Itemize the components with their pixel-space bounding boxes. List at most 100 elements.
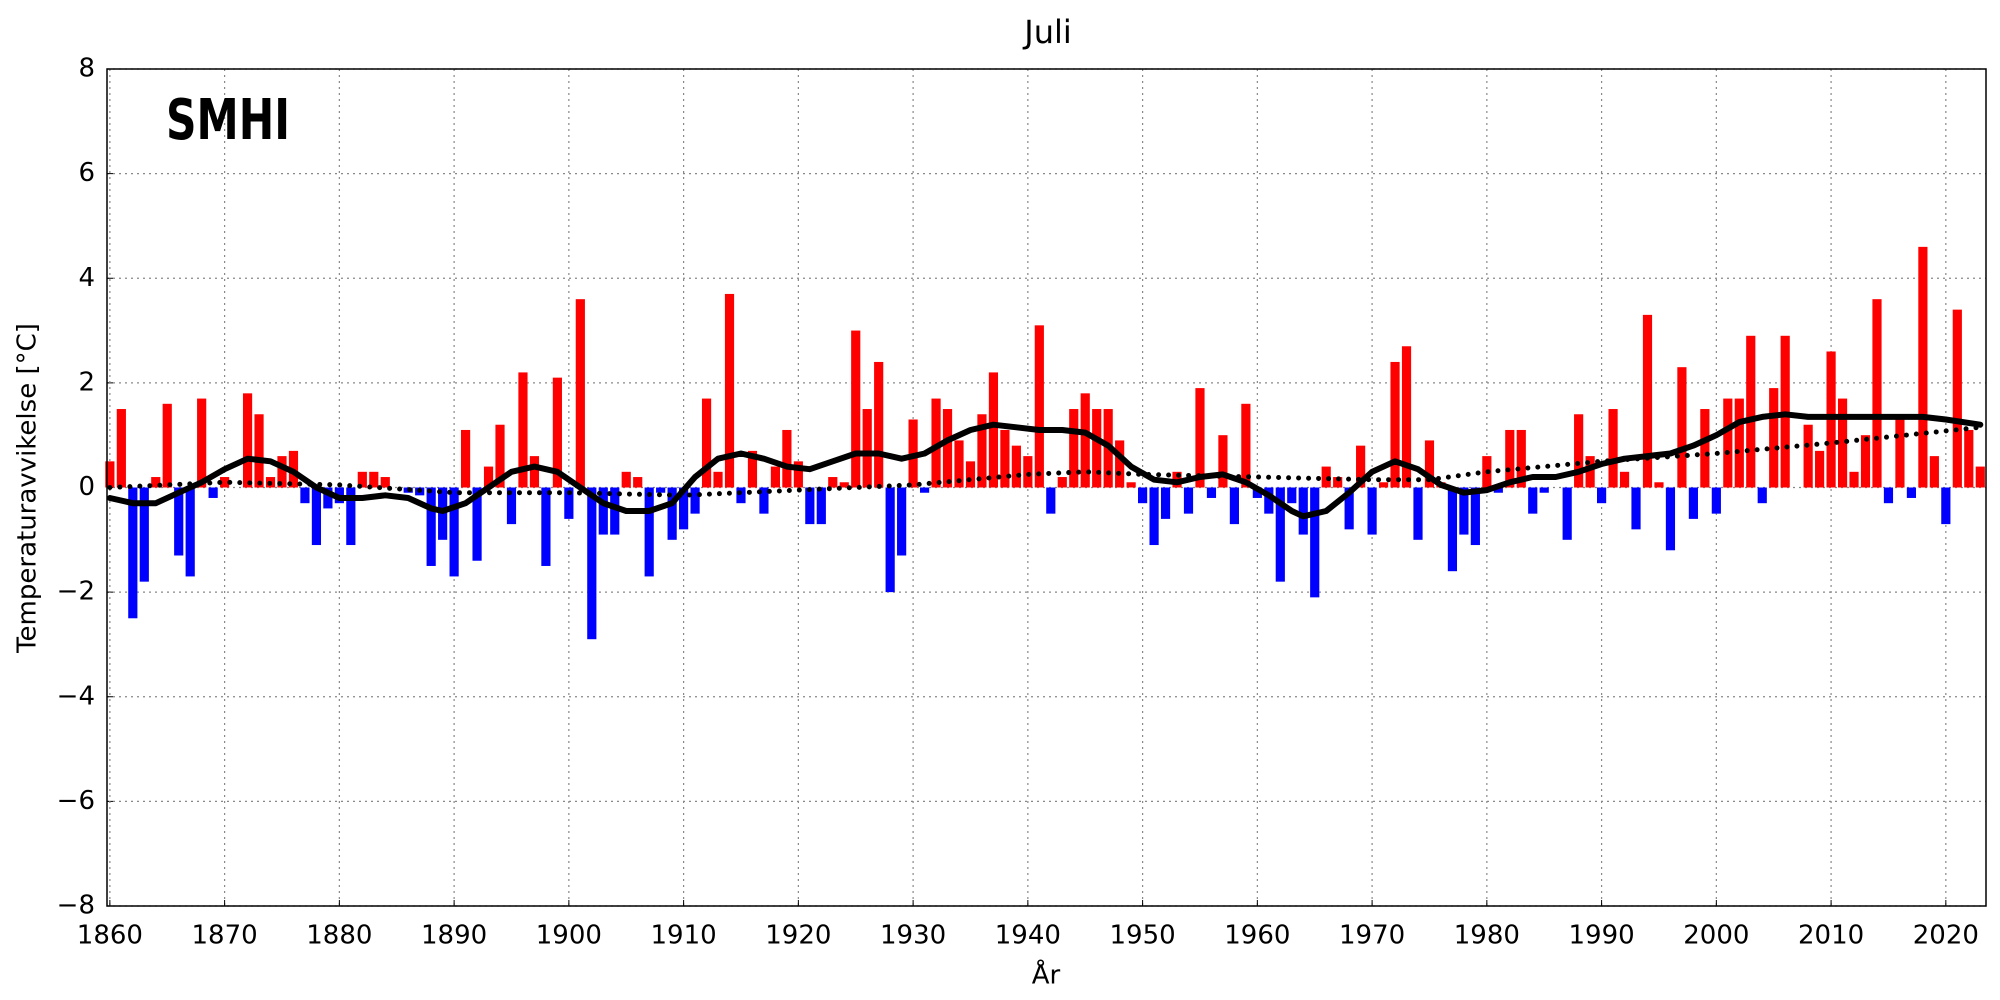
- bar: [1665, 487, 1676, 551]
- bar: [346, 487, 356, 546]
- bar: [679, 487, 689, 530]
- bar: [759, 487, 769, 514]
- y-tick-label: 6: [78, 158, 95, 188]
- bar: [1057, 477, 1067, 488]
- bar: [1115, 440, 1125, 488]
- bar: [988, 372, 999, 488]
- bar: [426, 487, 436, 566]
- bar: [552, 377, 562, 488]
- bar: [1367, 487, 1377, 535]
- y-tick-label: 0: [78, 472, 95, 502]
- bar: [472, 487, 482, 561]
- bar: [747, 450, 758, 488]
- chart-title: Juli: [1022, 13, 1072, 51]
- x-tick-label: 1880: [306, 921, 372, 951]
- bar: [1734, 398, 1744, 488]
- bar: [254, 414, 264, 488]
- bar: [1516, 429, 1526, 488]
- bar: [977, 414, 987, 488]
- bar: [277, 456, 287, 488]
- x-tick-label: 1950: [1110, 921, 1176, 951]
- bar: [828, 477, 838, 488]
- bar: [610, 487, 620, 535]
- bar: [1195, 388, 1205, 488]
- bar: [506, 487, 517, 525]
- bar: [1952, 309, 1962, 488]
- bar: [1206, 487, 1217, 498]
- bar: [919, 487, 930, 493]
- bar: [518, 372, 528, 488]
- bar: [1746, 335, 1756, 488]
- bar: [449, 487, 459, 577]
- bar: [1895, 419, 1905, 488]
- bar: [942, 409, 953, 488]
- bar: [1160, 487, 1171, 519]
- bar: [1574, 414, 1584, 488]
- bar: [782, 429, 792, 488]
- bar: [311, 487, 322, 546]
- bar: [1218, 435, 1228, 488]
- bar: [174, 487, 184, 556]
- bar: [1149, 487, 1159, 546]
- bar: [1964, 429, 1974, 488]
- bar: [701, 398, 712, 488]
- bar: [816, 487, 826, 525]
- bar: [1023, 456, 1033, 488]
- bar: [357, 471, 367, 488]
- bar: [575, 299, 585, 488]
- bar: [1126, 482, 1136, 488]
- bar: [1700, 409, 1710, 488]
- bar: [1597, 487, 1607, 504]
- bar: [1344, 487, 1354, 530]
- bar: [897, 487, 907, 556]
- bar: [1092, 409, 1102, 488]
- bar: [1241, 403, 1251, 488]
- x-tick-label: 2010: [1798, 921, 1864, 951]
- bar: [1528, 487, 1538, 514]
- bar: [1711, 487, 1721, 514]
- bar: [633, 477, 643, 488]
- bar: [1413, 487, 1423, 540]
- bar: [736, 487, 746, 504]
- bar: [564, 487, 574, 519]
- x-tick-label: 2000: [1683, 921, 1749, 951]
- bar: [1000, 429, 1010, 488]
- bar: [1310, 487, 1320, 598]
- y-tick-label: 8: [78, 54, 95, 84]
- y-tick-label: −8: [57, 891, 95, 921]
- bar: [1356, 445, 1366, 488]
- bar: [1264, 487, 1274, 514]
- plot-frame: [106, 68, 1987, 907]
- bar: [116, 409, 126, 488]
- y-tick-label: 4: [78, 263, 95, 293]
- x-tick-label: 1860: [77, 921, 143, 951]
- x-tick-label: 1870: [192, 921, 258, 951]
- bar: [1803, 424, 1813, 488]
- bar: [242, 393, 253, 488]
- bar: [1287, 487, 1297, 504]
- bar: [724, 293, 735, 488]
- bar: [1918, 246, 1928, 488]
- bar: [1252, 487, 1262, 498]
- x-tick-label: 1980: [1454, 921, 1520, 951]
- x-tick-label: 1960: [1224, 921, 1290, 951]
- bar: [965, 461, 976, 488]
- y-tick-label: −2: [57, 577, 95, 607]
- bar: [1034, 325, 1044, 488]
- bar: [1906, 487, 1917, 498]
- bar: [380, 477, 390, 488]
- bar: [885, 487, 895, 593]
- bar: [1562, 487, 1572, 540]
- x-axis-label: År: [1032, 959, 1061, 991]
- y-tick-label: −4: [57, 681, 95, 711]
- x-tick-label: 1920: [765, 921, 831, 951]
- bar: [1975, 466, 1985, 488]
- bar: [656, 487, 666, 493]
- trend-line: [107, 424, 1983, 498]
- bar: [1229, 487, 1239, 525]
- bar: [851, 330, 861, 488]
- bar: [713, 471, 723, 488]
- bar: [1769, 388, 1779, 488]
- bar: [128, 487, 138, 619]
